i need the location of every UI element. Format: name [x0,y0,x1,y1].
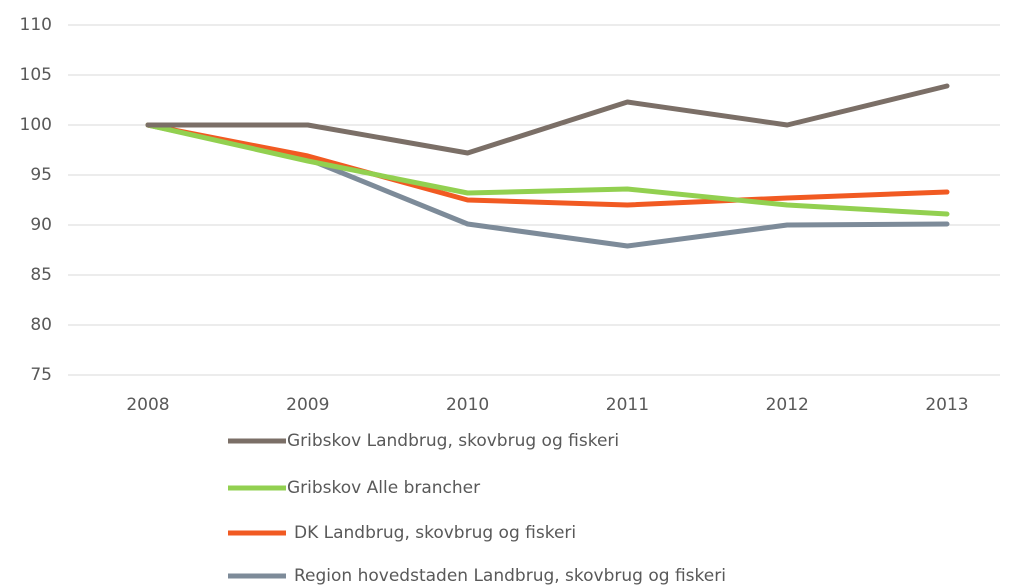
x-tick-label: 2013 [925,395,968,415]
x-tick-label: 2009 [286,395,329,415]
legend-label: Gribskov Alle brancher [287,478,480,498]
y-tick-label: 85 [30,265,52,285]
y-tick-label: 90 [30,215,52,235]
y-tick-label: 100 [20,115,52,135]
legend-label: Region hovedstaden Landbrug, skovbrug og… [294,566,726,585]
x-tick-label: 2010 [446,395,489,415]
x-tick-label: 2012 [766,395,809,415]
series-line [145,122,950,249]
series-line [145,122,950,217]
legend-label: Gribskov Landbrug, skovbrug og fiskeri [287,431,619,451]
legend-label: DK Landbrug, skovbrug og fiskeri [294,523,576,543]
y-tick-label: 75 [30,365,52,385]
y-tick-label: 80 [30,315,52,335]
series-line [145,83,950,156]
y-tick-label: 105 [20,65,52,85]
x-tick-label: 2011 [606,395,649,415]
x-tick-label: 2008 [126,395,169,415]
series-line [145,122,950,208]
y-tick-label: 110 [20,15,52,35]
y-tick-label: 95 [30,165,52,185]
